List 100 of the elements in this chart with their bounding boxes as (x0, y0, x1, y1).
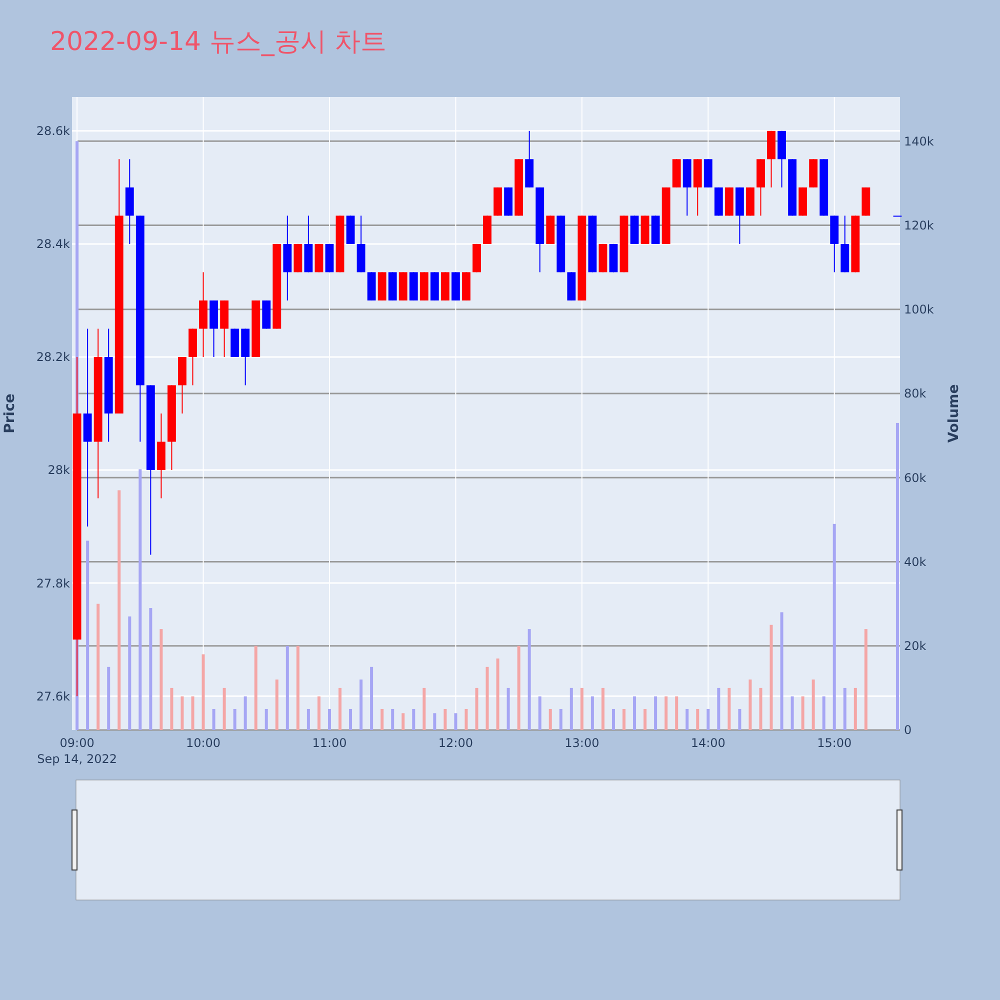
bar (402, 713, 405, 730)
bar (170, 688, 174, 730)
bar (212, 708, 216, 730)
bar (633, 696, 636, 730)
bar (696, 708, 700, 730)
text: Sep 14, 2022 (37, 752, 117, 766)
bar (864, 629, 868, 730)
bar (286, 646, 289, 730)
y-tick-label: 28k (48, 463, 70, 478)
bar (317, 696, 320, 730)
bar (780, 612, 784, 730)
y2-tick-label: 120k (904, 218, 934, 232)
bar (896, 422, 899, 730)
bar (233, 708, 236, 730)
bar (654, 696, 658, 730)
x-tick-label: 13:00 (564, 736, 600, 750)
bar (570, 688, 573, 730)
bar (264, 708, 268, 730)
y2-tick-label: 80k (904, 386, 926, 401)
bar (244, 696, 247, 730)
bar (86, 540, 90, 730)
x-tick-label: 12:00 (438, 736, 474, 750)
bar (118, 490, 121, 730)
bar (738, 708, 742, 730)
bar (202, 654, 205, 730)
bar (306, 708, 310, 730)
bar (370, 666, 374, 730)
bar (433, 713, 436, 730)
bar (559, 708, 562, 730)
y-tick-label: 27.6k (36, 689, 70, 704)
bar (706, 708, 710, 730)
bar (380, 708, 384, 730)
y2-axis-title: Volume (946, 384, 962, 443)
y-tick-label: 28.2k (36, 350, 70, 364)
y2-tick-label: 0 (904, 723, 912, 738)
bar (612, 708, 615, 730)
bar (454, 713, 458, 730)
bar (812, 680, 815, 730)
bar (759, 688, 762, 730)
y-tick-label: 28.4k (36, 237, 70, 252)
y-axis-title: Price (2, 394, 18, 434)
bar (338, 688, 342, 730)
bar (107, 666, 110, 730)
x-tick-label: 11:00 (312, 736, 347, 750)
y-tick-label: 27.8k (36, 576, 70, 590)
bar (475, 688, 478, 730)
bar (717, 688, 720, 730)
bar (801, 696, 804, 730)
x-tick-label: 14:00 (690, 736, 726, 750)
bar (180, 696, 184, 730)
y2-tick-label: 100k (904, 302, 934, 317)
bar (822, 696, 826, 730)
chart-title: 2022-09-14 뉴스_공시 차트 (50, 27, 387, 57)
x-tick-label: 09:00 (60, 736, 94, 750)
bar (222, 688, 226, 730)
x-tick-label: 15:00 (817, 736, 852, 750)
y2-tick-label: 60k (904, 470, 926, 485)
x-tick-label: 10:00 (186, 736, 221, 750)
bar (622, 708, 626, 730)
bar (748, 680, 752, 730)
bar (391, 708, 394, 730)
bar (496, 658, 500, 730)
bar (590, 696, 594, 730)
y2-tick-label: 40k (904, 554, 926, 569)
bar (644, 708, 647, 730)
bar (601, 688, 604, 730)
bar (328, 708, 331, 730)
bar (254, 646, 258, 730)
bar (96, 604, 100, 730)
bar (191, 696, 194, 730)
bar (412, 708, 416, 730)
bar (486, 666, 489, 730)
y-tick-label: 28.6k (36, 124, 70, 138)
bar (464, 708, 468, 730)
y2-tick-label: 140k (904, 134, 934, 148)
bar (854, 688, 857, 730)
bar (275, 680, 278, 730)
bar (517, 646, 520, 730)
bar (422, 688, 426, 730)
bar (149, 608, 152, 730)
bar (538, 696, 542, 730)
bar (580, 688, 584, 730)
bar (160, 629, 163, 730)
bar (843, 688, 846, 730)
bar (790, 696, 794, 730)
bar (128, 616, 132, 730)
bar (138, 469, 142, 730)
bar (360, 680, 363, 730)
bar (349, 708, 352, 730)
y2-tick-label: 20k (904, 639, 926, 654)
bar (770, 624, 773, 730)
bar (444, 708, 447, 730)
bar (728, 688, 731, 730)
bar (675, 696, 678, 730)
bar (664, 696, 668, 730)
bar (296, 646, 300, 730)
bar (506, 688, 510, 730)
bar (548, 708, 552, 730)
bar (528, 629, 531, 730)
bar (686, 708, 689, 730)
